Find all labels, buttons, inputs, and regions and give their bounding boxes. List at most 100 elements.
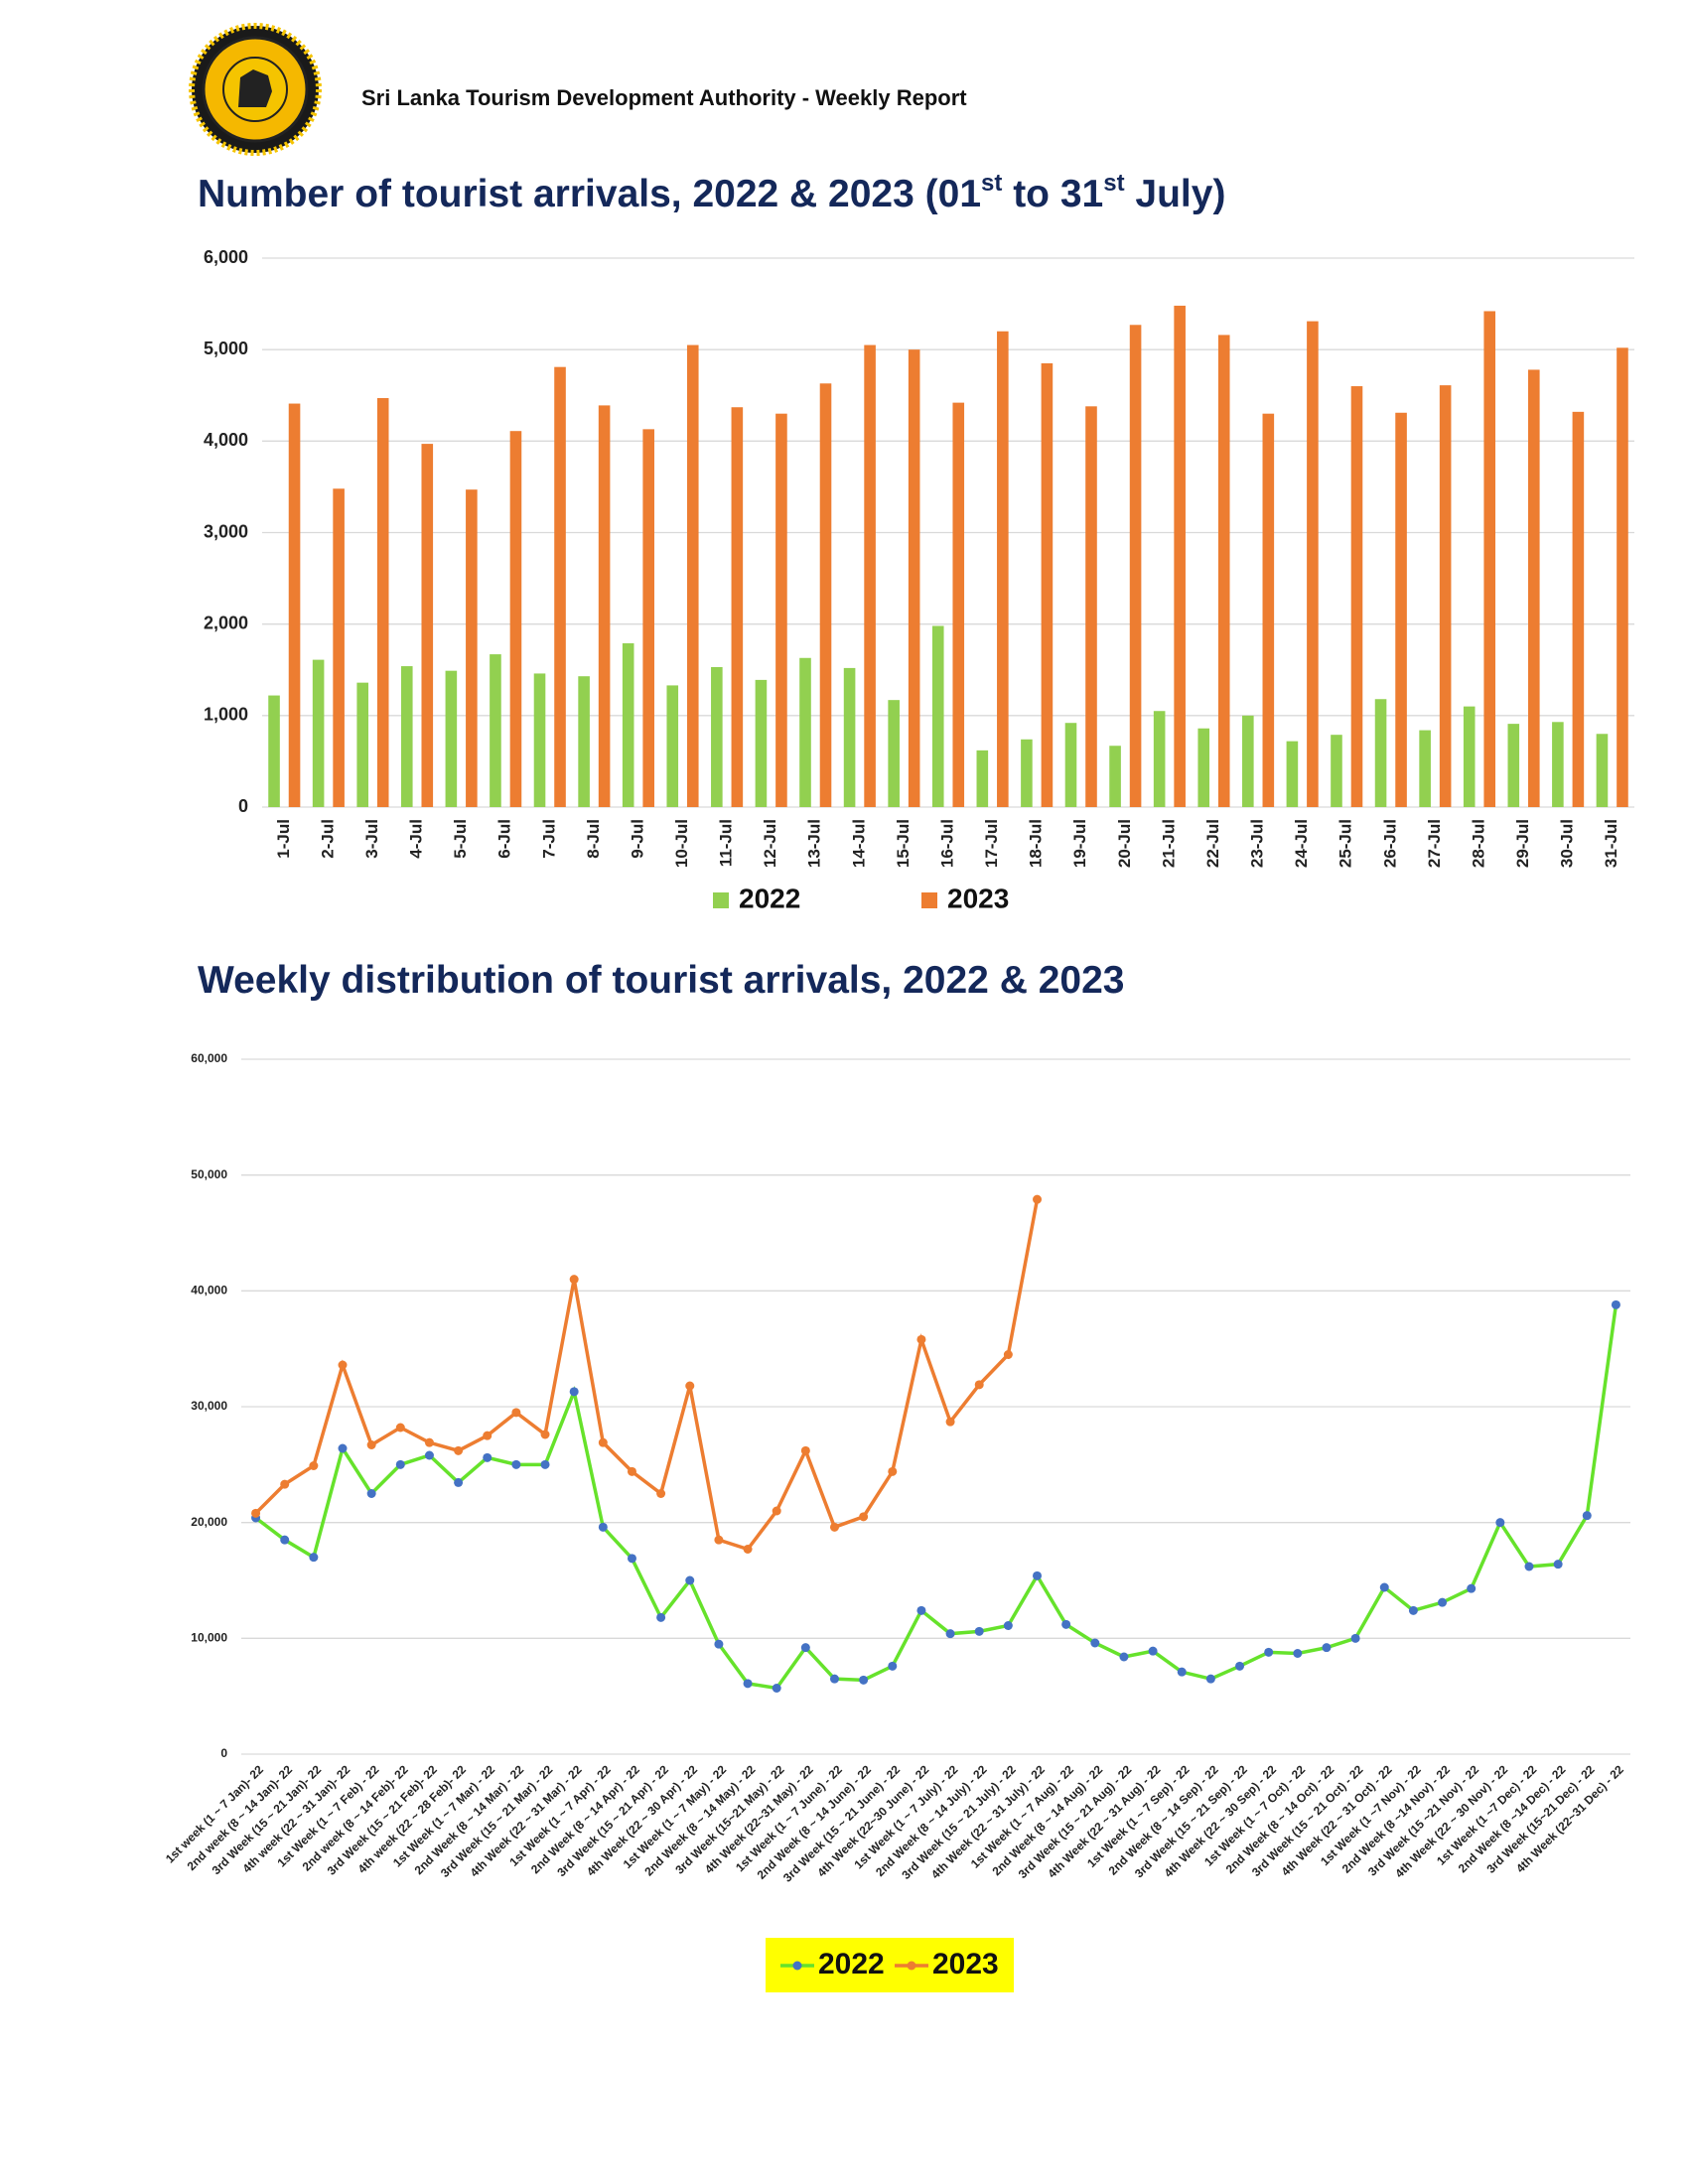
x-tick-label: 23-Jul: [1248, 819, 1267, 868]
marker: [569, 1275, 579, 1285]
bar: [1439, 385, 1452, 807]
line: [254, 1198, 1040, 1552]
x-tick-label: 26-Jul: [1380, 819, 1399, 868]
marker: [916, 1605, 926, 1615]
marker: [1495, 1518, 1505, 1528]
y-tick-label: 0: [220, 1746, 227, 1760]
x-tick-label: 1-Jul: [274, 819, 293, 859]
x-tick-label: 20-Jul: [1115, 819, 1134, 868]
marker: [829, 1522, 839, 1532]
marker: [743, 1545, 753, 1554]
bar: [1286, 741, 1299, 807]
bar: [1483, 311, 1496, 807]
bar: [711, 666, 723, 807]
bar: [1528, 369, 1540, 807]
marker: [280, 1535, 290, 1545]
bar: [666, 685, 679, 807]
marker: [251, 1508, 261, 1518]
marker: [1033, 1194, 1043, 1204]
legend-label: 2023: [947, 883, 1009, 913]
marker: [829, 1674, 839, 1684]
x-tick-label: 18-Jul: [1027, 819, 1046, 868]
bar: [1395, 412, 1407, 807]
bar: [268, 695, 280, 807]
bar: [1085, 406, 1097, 807]
y-tick-label: 30,000: [191, 1399, 227, 1413]
marker: [916, 1334, 926, 1344]
bar: [1064, 723, 1077, 807]
bar: [376, 398, 389, 807]
bar: [578, 676, 590, 807]
x-tick-label: 31-Jul: [1602, 819, 1620, 868]
marker: [1350, 1633, 1360, 1643]
legend-swatch: [921, 892, 937, 908]
y-tick-label: 4,000: [204, 430, 248, 450]
legend-label: 2022: [739, 883, 800, 913]
marker: [772, 1506, 781, 1516]
marker: [1467, 1583, 1477, 1593]
bar: [864, 344, 876, 807]
x-tick-label: 15-Jul: [894, 819, 913, 868]
marker: [1438, 1597, 1448, 1607]
marker: [1003, 1621, 1013, 1630]
x-tick-label: 3-Jul: [362, 819, 381, 859]
x-tick-label: 13-Jul: [805, 819, 824, 868]
bar: [1552, 722, 1564, 807]
bar: [952, 402, 965, 807]
bar: [421, 444, 434, 807]
bar: [533, 673, 546, 807]
y-tick-label: 3,000: [204, 521, 248, 541]
title-superscript: st: [1103, 170, 1124, 197]
bar: [1419, 730, 1431, 807]
y-tick-label: 20,000: [191, 1515, 227, 1529]
chart-title: Number of tourist arrivals, 2022 & 2023 …: [198, 170, 1225, 215]
bar: [400, 666, 413, 807]
marker: [338, 1360, 348, 1370]
bar: [908, 349, 920, 807]
x-tick-label: 11-Jul: [717, 819, 736, 867]
bar: [843, 667, 856, 807]
marker: [1148, 1646, 1158, 1656]
bar: [1262, 413, 1275, 807]
x-tick-label: 14-Jul: [849, 819, 868, 868]
y-tick-label: 10,000: [191, 1631, 227, 1645]
x-tick-label: 19-Jul: [1070, 819, 1089, 868]
marker: [483, 1431, 492, 1440]
marker: [1582, 1511, 1592, 1521]
bar: [1174, 305, 1186, 807]
x-tick-label: 8-Jul: [584, 819, 603, 859]
line: [254, 1304, 1618, 1691]
marker: [1408, 1605, 1418, 1615]
y-tick-label: 60,000: [191, 1051, 227, 1065]
legend-label: 2022: [818, 1948, 885, 1980]
x-tick-label: 24-Jul: [1292, 819, 1311, 868]
x-tick-label: 27-Jul: [1425, 819, 1444, 868]
y-tick-label: 0: [238, 796, 248, 816]
title-part: to 31: [1002, 173, 1103, 215]
marker: [1553, 1560, 1563, 1570]
bar: [819, 383, 832, 807]
marker: [309, 1553, 319, 1563]
bar: [490, 654, 501, 807]
marker: [395, 1423, 405, 1433]
bar: [642, 429, 654, 807]
marker: [1033, 1570, 1043, 1580]
marker: [1003, 1350, 1013, 1359]
marker: [656, 1612, 666, 1622]
title-part: Number of tourist arrivals, 2022 & 2023 …: [198, 173, 981, 215]
bar: [333, 488, 345, 807]
y-tick-label: 2,000: [204, 613, 248, 632]
header-text: Sri Lanka Tourism Development Authority …: [361, 85, 967, 110]
title-part: July): [1125, 173, 1226, 215]
bar: [356, 682, 368, 807]
marker: [888, 1466, 898, 1476]
y-tick-label: 1,000: [204, 705, 248, 725]
bar: [997, 331, 1009, 807]
marker: [714, 1535, 724, 1545]
marker: [454, 1477, 464, 1487]
marker: [743, 1679, 753, 1689]
bar: [1242, 715, 1254, 807]
marker: [945, 1417, 955, 1427]
marker: [800, 1445, 810, 1455]
